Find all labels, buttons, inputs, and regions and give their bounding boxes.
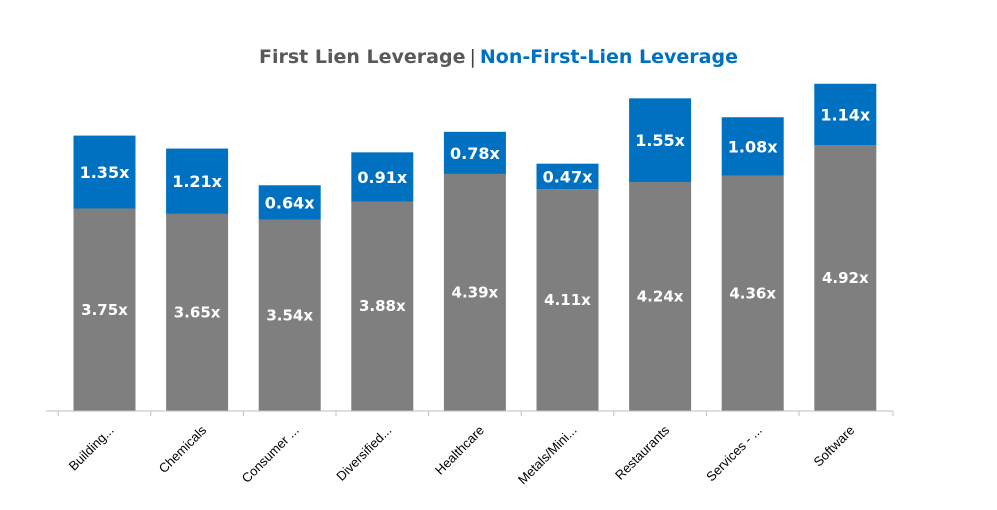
bar-non-first-lien	[536, 163, 599, 190]
bar-non-first-lien	[629, 98, 692, 183]
x-tick-label: Metals/Mini...	[515, 423, 580, 488]
data-label-first-lien: 3.75x	[81, 301, 128, 319]
data-label-first-lien: 4.24x	[637, 288, 684, 306]
data-label-non-first-lien: 0.78x	[450, 144, 500, 163]
bar-first-lien	[721, 175, 784, 411]
bar-first-lien	[536, 189, 599, 411]
data-label-non-first-lien: 1.35x	[80, 163, 130, 182]
x-tick-label: Building...	[66, 423, 117, 474]
bar-first-lien	[814, 145, 877, 411]
title-separator: |	[469, 46, 476, 68]
data-label-first-lien: 3.54x	[266, 306, 313, 324]
x-tick-label: Restaurants	[612, 422, 673, 483]
data-label-first-lien: 3.88x	[359, 297, 406, 315]
data-label-non-first-lien: 1.14x	[820, 106, 870, 125]
data-label-non-first-lien: 1.08x	[728, 137, 778, 156]
data-label-non-first-lien: 0.47x	[543, 167, 593, 186]
chart-title: First Lien Leverage | Non-First-Lien Lever…	[0, 46, 997, 68]
x-tick-label: Services - ...	[703, 423, 765, 485]
data-label-first-lien: 4.36x	[729, 284, 776, 302]
bar-first-lien	[166, 213, 229, 411]
x-tick-label: Diversified...	[333, 423, 394, 484]
data-label-first-lien: 4.39x	[452, 283, 499, 301]
x-tick-label: Healthcare	[432, 423, 487, 478]
data-label-first-lien: 4.11x	[544, 291, 591, 309]
bar-non-first-lien	[814, 83, 877, 146]
bar-first-lien	[351, 201, 414, 411]
bar-non-first-lien	[721, 117, 784, 176]
bar-first-lien	[443, 173, 506, 411]
x-tick-label: Consumer ...	[239, 423, 302, 486]
bar-non-first-lien	[166, 148, 229, 214]
bar-non-first-lien	[443, 131, 506, 174]
data-label-first-lien: 4.92x	[822, 269, 869, 287]
data-label-non-first-lien: 0.91x	[357, 168, 407, 187]
data-label-non-first-lien: 1.55x	[635, 131, 685, 150]
x-tick-label: Chemicals	[156, 422, 210, 476]
bar-non-first-lien	[258, 185, 321, 220]
bar-non-first-lien	[73, 135, 136, 209]
bar-first-lien	[73, 208, 136, 411]
bar-first-lien	[629, 182, 692, 411]
title-first-lien: First Lien Leverage	[259, 46, 466, 68]
data-label-first-lien: 3.65x	[174, 303, 221, 321]
data-label-non-first-lien: 0.64x	[265, 194, 315, 213]
bar-non-first-lien	[351, 152, 414, 202]
title-non-first-lien: Non-First-Lien Leverage	[479, 46, 738, 68]
data-label-non-first-lien: 1.21x	[172, 172, 222, 191]
bar-first-lien	[258, 219, 321, 411]
x-tick-label: Software	[811, 423, 858, 470]
